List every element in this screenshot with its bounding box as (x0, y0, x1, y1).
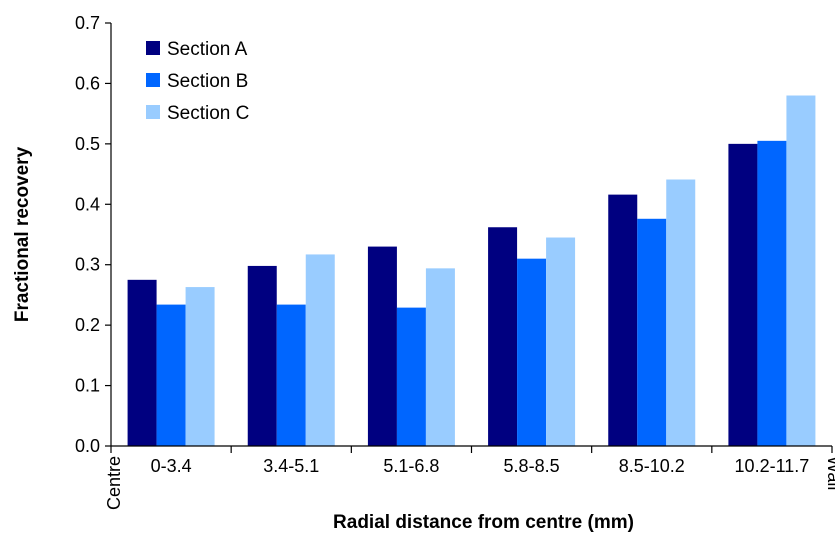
bar-section-a (127, 279, 157, 446)
bar-section-a (488, 227, 518, 446)
legend-swatch (146, 41, 160, 55)
y-tick-label: 0.7 (75, 13, 100, 33)
x-tick-label: 0-3.4 (151, 456, 192, 476)
bar-section-c (546, 237, 576, 446)
y-tick-label: 0.0 (75, 436, 100, 456)
legend-label: Section B (167, 71, 248, 92)
bar-section-a (247, 265, 277, 446)
bar-section-b (276, 304, 306, 446)
y-ticks: 0.0 0.1 0.2 0.3 0.4 0.5 0.6 0.7 (75, 13, 111, 456)
x-axis-right-end-label: Wall (824, 456, 835, 490)
bar-section-a (728, 143, 758, 446)
x-axis-title: Radial distance from centre (mm) (333, 512, 634, 533)
bar-section-c (425, 268, 455, 446)
legend-swatch (146, 73, 160, 87)
bar-section-b (637, 218, 667, 446)
y-tick-label: 0.5 (75, 134, 100, 154)
y-tick-label: 0.3 (75, 255, 100, 275)
x-tick-label: 10.2-11.7 (735, 456, 810, 476)
y-tick-label: 0.4 (75, 194, 100, 214)
bar-section-c (786, 95, 816, 446)
x-tick-label: 5.1-6.8 (383, 456, 439, 476)
bar-section-a (367, 246, 397, 446)
bar-section-b (396, 307, 426, 446)
bar-section-c (666, 179, 696, 446)
legend-label: Section A (167, 39, 248, 60)
legend: Section A Section B Section C (146, 39, 249, 124)
legend-label: Section C (167, 103, 249, 124)
bar-section-c (305, 254, 335, 446)
y-tick-label: 0.2 (75, 315, 100, 335)
bar-section-b (517, 258, 547, 446)
x-tick-label: 3.4-5.1 (263, 456, 319, 476)
legend-swatch (146, 105, 160, 119)
y-axis-title: Fractional recovery (12, 146, 33, 322)
bars-layer (127, 95, 816, 447)
bar-section-b (757, 140, 787, 447)
x-tick-label: 5.8-8.5 (504, 456, 560, 476)
x-ticks: 0-3.4 3.4-5.1 5.1-6.8 5.8-8.5 8.5-10.2 10.2-1… (110, 446, 833, 476)
x-tick-label: 8.5-10.2 (619, 456, 685, 476)
bar-section-b (156, 304, 186, 446)
x-axis-left-end-label: Centre (104, 456, 124, 510)
y-tick-label: 0.6 (75, 73, 100, 93)
bar-section-c (185, 287, 215, 446)
bar-section-a (608, 194, 638, 446)
y-tick-label: 0.1 (75, 376, 100, 396)
